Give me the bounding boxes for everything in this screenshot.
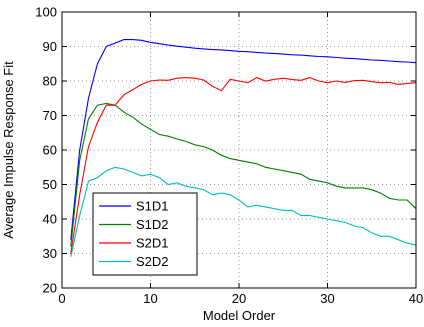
y-tick-label: 70 <box>43 108 57 123</box>
x-tick-label: 0 <box>58 291 65 306</box>
axis-ticks <box>61 11 417 289</box>
y-axis-label: Average Impulse Response Fit <box>1 61 16 239</box>
legend-label-s2d2: S2D2 <box>136 254 169 269</box>
x-axis-label: Model Order <box>203 308 276 323</box>
y-tick-label: 40 <box>43 212 57 227</box>
y-tick-labels: 20 30 40 50 60 70 80 90 100 <box>35 5 57 296</box>
series-line-s1d1 <box>70 39 417 240</box>
legend-label-s1d2: S1D2 <box>136 217 169 232</box>
y-tick-label: 60 <box>43 143 57 158</box>
y-tick-label: 50 <box>43 177 57 192</box>
series-lines <box>70 39 417 258</box>
x-tick-label: 10 <box>143 291 157 306</box>
series-line-s2d1 <box>70 76 417 254</box>
x-tick-labels: 0 10 20 30 40 <box>58 291 423 306</box>
x-tick-label: 20 <box>232 291 246 306</box>
legend: S1D1 S1D2 S2D1 S2D2 <box>92 192 198 276</box>
y-tick-label: 30 <box>43 246 57 261</box>
series-line-s1d2 <box>70 102 417 247</box>
y-tick-label: 90 <box>43 39 57 54</box>
legend-label-s1d1: S1D1 <box>136 199 169 214</box>
x-tick-label: 40 <box>409 291 423 306</box>
x-tick-label: 30 <box>320 291 334 306</box>
legend-label-s2d1: S2D1 <box>136 236 169 251</box>
y-tick-label: 20 <box>43 281 57 296</box>
y-tick-label: 80 <box>43 74 57 89</box>
series-line-s2d2 <box>70 166 417 258</box>
y-tick-label: 100 <box>35 5 57 20</box>
